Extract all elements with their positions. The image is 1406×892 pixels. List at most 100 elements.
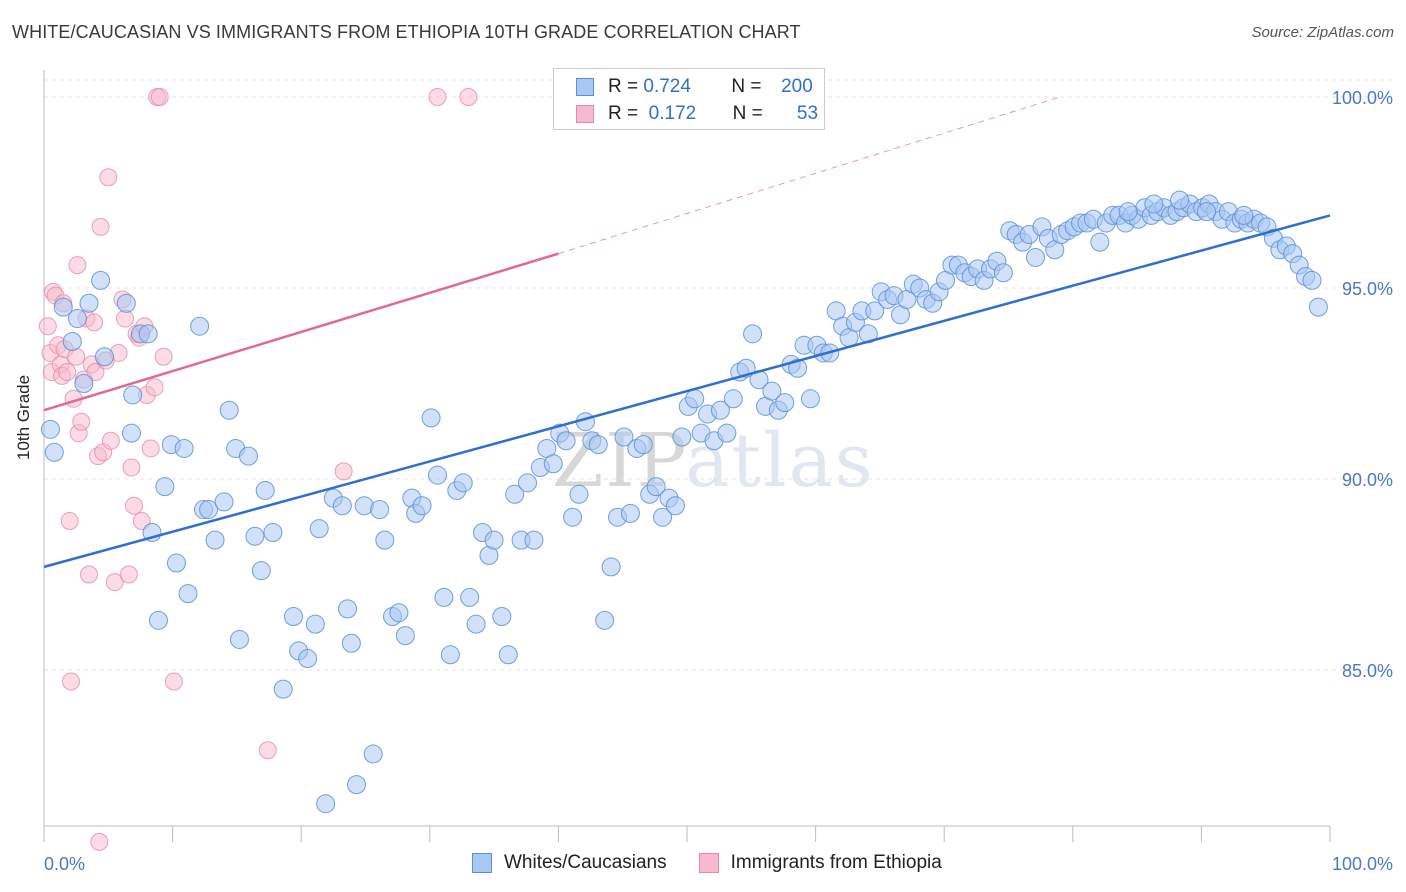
data-point-whites [453, 473, 473, 493]
series-whites-points [40, 190, 1328, 814]
data-point-ethiopia [99, 168, 118, 187]
data-point-ethiopia [122, 458, 141, 477]
data-point-whites [1302, 270, 1322, 290]
data-point-whites [199, 500, 219, 520]
data-point-ethiopia [60, 512, 79, 531]
data-point-whites [178, 584, 198, 604]
data-point-whites [79, 293, 99, 313]
data-point-whites [155, 477, 175, 497]
legend-n-value: 200 [781, 76, 813, 97]
data-point-whites [214, 492, 234, 512]
data-point-whites [219, 400, 239, 420]
data-point-ethiopia [145, 378, 164, 397]
chart-title: WHITE/CAUCASIAN VS IMMIGRANTS FROM ETHIO… [12, 22, 801, 42]
data-point-whites [44, 442, 64, 462]
data-point-whites [524, 530, 544, 550]
legend-r-label: R = [608, 103, 639, 124]
data-point-whites [543, 454, 563, 474]
data-point-whites [620, 503, 640, 523]
data-point-ethiopia [459, 88, 478, 106]
data-point-whites [865, 301, 885, 321]
legend-row-whites: R = 0.724 N = 200 [576, 75, 813, 99]
data-point-whites [428, 465, 448, 485]
data-point-whites [484, 530, 504, 550]
data-point-whites [40, 419, 60, 439]
data-point-whites [190, 316, 210, 336]
data-point-ethiopia [119, 565, 138, 584]
data-point-whites [67, 309, 87, 329]
data-point-whites [440, 645, 460, 665]
data-point-whites [743, 324, 763, 344]
data-point-whites [273, 679, 293, 699]
legend-r-label: R = [608, 76, 639, 97]
data-point-whites [569, 484, 589, 504]
data-point-ethiopia [258, 741, 277, 760]
data-point-whites [498, 645, 518, 665]
data-point-ethiopia [105, 573, 124, 592]
data-point-ethiopia [334, 462, 353, 481]
data-point-whites [389, 603, 409, 623]
legend-swatch-blue [576, 78, 594, 96]
data-point-whites [710, 400, 730, 420]
grid-lines [44, 79, 1392, 671]
correlation-legend: R = 0.724 N = 200 R = 0.172 N = 53 [553, 68, 825, 130]
data-point-whites [309, 519, 329, 539]
trend-lines [43, 96, 1331, 569]
data-point-whites [492, 607, 512, 627]
data-point-ethiopia [428, 88, 447, 106]
data-point-whites [251, 561, 271, 581]
data-point-ethiopia [62, 672, 81, 691]
data-point-whites [263, 522, 283, 542]
data-point-whites [62, 331, 82, 351]
series-legend: Whites/Caucasians Immigrants from Ethiop… [472, 852, 974, 874]
data-point-whites [717, 423, 737, 443]
data-point-whites [229, 629, 249, 649]
data-point-ethiopia [86, 363, 105, 382]
data-point-whites [91, 270, 111, 290]
legend-n-label: N = [732, 103, 763, 124]
data-point-whites [800, 389, 820, 409]
data-point-ethiopia [72, 412, 91, 431]
data-point-whites [121, 423, 141, 443]
data-point-whites [460, 587, 480, 607]
data-point-whites [74, 374, 94, 393]
data-point-ethiopia [38, 317, 57, 336]
tick-labels: 85.0% 90.0% 95.0% 100.0% 0.0% 100.0% [44, 88, 1393, 874]
data-point-whites [434, 587, 454, 607]
data-point-whites [375, 530, 395, 550]
legend-swatch-pink [698, 853, 719, 873]
data-point-whites [53, 297, 73, 317]
data-point-whites [1026, 247, 1046, 267]
data-point-whites [148, 610, 168, 630]
legend-item-ethiopia: Immigrants from Ethiopia [698, 852, 942, 874]
data-point-whites [518, 473, 538, 493]
data-point-ethiopia [90, 832, 109, 851]
data-point-whites [138, 324, 158, 344]
data-point-whites [395, 626, 415, 646]
data-point-whites [723, 389, 743, 409]
data-point-ethiopia [91, 217, 110, 236]
data-point-whites [238, 446, 258, 466]
data-point-whites [1144, 194, 1164, 214]
data-point-whites [255, 480, 275, 500]
data-point-ethiopia [101, 431, 120, 450]
data-point-ethiopia [125, 496, 144, 515]
data-point-whites [245, 526, 265, 546]
data-point-whites [94, 347, 114, 367]
data-point-whites [370, 500, 390, 520]
data-point-whites [775, 393, 795, 413]
trend-line-whites [43, 214, 1331, 569]
data-point-whites [653, 507, 673, 527]
data-point-whites [412, 496, 432, 516]
data-point-whites [466, 614, 486, 634]
data-point-whites [116, 293, 136, 313]
data-point-whites [298, 649, 318, 669]
data-point-whites [1234, 205, 1254, 225]
y-tick-label: 100.0% [1332, 88, 1393, 108]
data-point-whites [633, 435, 653, 455]
data-point-whites [588, 435, 608, 455]
legend-row-ethiopia: R = 0.172 N = 53 [576, 102, 818, 126]
source-label: Source: ZipAtlas.com [1251, 24, 1394, 41]
data-point-whites [337, 599, 357, 619]
